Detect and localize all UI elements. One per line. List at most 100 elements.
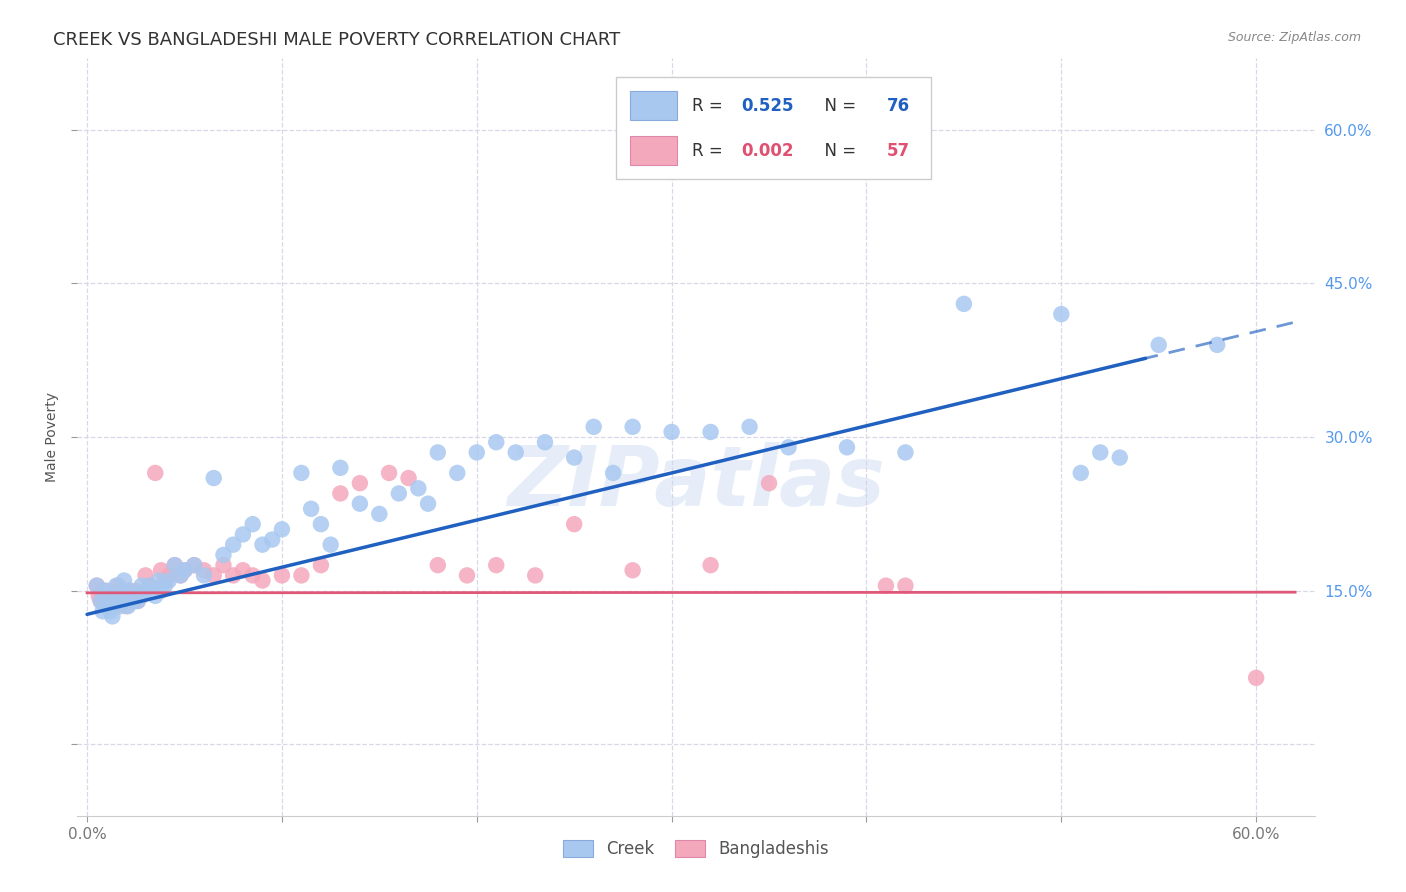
Point (1070, 466, 1092, 480)
Point (426, 445, 449, 459)
Point (534, 435, 557, 450)
Point (368, 507, 391, 521)
Point (193, 568, 215, 582)
Point (738, 420, 761, 434)
Point (778, 440, 800, 454)
Point (121, 589, 143, 603)
Point (524, 568, 547, 582)
Bar (630, 136, 678, 165)
Text: ZIPatlas: ZIPatlas (508, 442, 884, 523)
Text: 0.525: 0.525 (742, 96, 794, 114)
Point (505, 445, 527, 459)
Point (212, 558, 235, 573)
Point (153, 579, 176, 593)
Point (621, 563, 644, 577)
Point (222, 538, 245, 552)
Point (107, 594, 129, 608)
Point (309, 517, 332, 532)
Point (416, 497, 439, 511)
Point (105, 589, 128, 603)
Point (582, 420, 605, 434)
Point (953, 297, 976, 311)
Point (271, 568, 294, 582)
Point (107, 579, 129, 593)
Point (122, 594, 145, 608)
Point (349, 497, 371, 511)
Y-axis label: Male Poverty: Male Poverty (45, 392, 59, 482)
Point (91, 604, 114, 618)
Point (131, 579, 153, 593)
Point (446, 466, 468, 480)
Point (157, 568, 180, 582)
Point (118, 583, 141, 598)
Point (173, 563, 195, 577)
Point (138, 579, 160, 593)
Point (127, 594, 149, 608)
Point (232, 527, 254, 541)
Point (485, 558, 508, 573)
Point (621, 420, 644, 434)
Point (212, 548, 235, 562)
Point (329, 486, 352, 500)
Point (1108, 450, 1130, 465)
Point (115, 599, 138, 614)
Point (1206, 338, 1229, 352)
Point (90, 594, 112, 608)
Point (127, 594, 149, 608)
Bar (630, 91, 678, 120)
Point (111, 589, 134, 603)
Point (163, 558, 186, 573)
Point (135, 583, 157, 598)
Point (1050, 307, 1073, 321)
Point (456, 568, 478, 582)
Point (835, 440, 858, 454)
Point (100, 604, 122, 618)
Point (153, 574, 176, 588)
FancyBboxPatch shape (616, 77, 931, 179)
Point (426, 558, 449, 573)
Point (90, 594, 112, 608)
Point (309, 558, 332, 573)
Point (87, 589, 110, 603)
Point (173, 563, 195, 577)
Point (894, 579, 917, 593)
Point (103, 599, 125, 614)
Point (117, 594, 139, 608)
Text: Source: ZipAtlas.com: Source: ZipAtlas.com (1227, 31, 1361, 45)
Point (108, 599, 131, 614)
Point (758, 476, 780, 491)
Point (138, 579, 160, 593)
Point (242, 568, 264, 582)
Point (242, 517, 264, 532)
Point (97, 594, 120, 608)
Point (1090, 445, 1112, 459)
Legend: Creek, Bangladeshis: Creek, Bangladeshis (557, 833, 835, 864)
Point (143, 466, 166, 480)
Point (115, 594, 138, 608)
Point (202, 568, 225, 582)
Point (117, 599, 139, 614)
Point (105, 589, 128, 603)
Point (222, 568, 245, 582)
Point (485, 435, 508, 450)
Point (290, 568, 312, 582)
Point (408, 481, 430, 495)
Text: N =: N = (814, 142, 860, 160)
Point (93, 589, 115, 603)
Point (894, 445, 917, 459)
Point (562, 517, 585, 532)
Point (150, 563, 173, 577)
Point (169, 568, 191, 582)
Point (388, 486, 411, 500)
Point (108, 583, 131, 598)
Point (232, 563, 254, 577)
Point (86, 579, 108, 593)
Point (378, 466, 401, 480)
Point (150, 583, 173, 598)
Text: R =: R = (692, 142, 728, 160)
Text: 76: 76 (887, 96, 910, 114)
Point (148, 574, 170, 588)
Point (193, 563, 215, 577)
Text: 57: 57 (887, 142, 910, 160)
Point (290, 466, 312, 480)
